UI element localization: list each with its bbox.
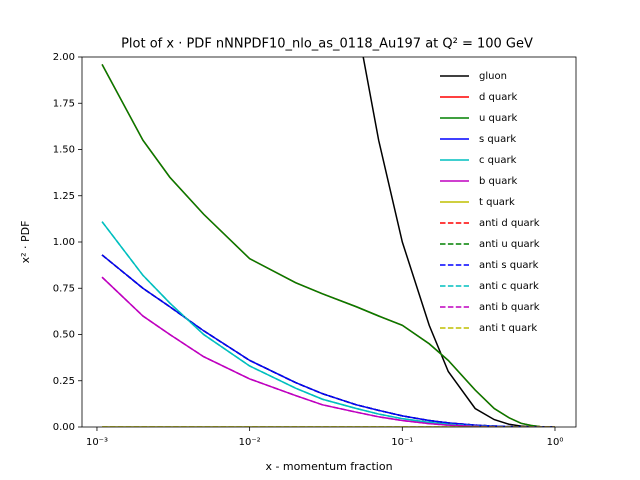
series-line [101, 276, 555, 427]
series-line [101, 221, 555, 427]
x-tick-label: 10⁻² [239, 437, 261, 448]
legend-label: anti c quark [479, 281, 539, 292]
legend-label: anti t quark [479, 323, 537, 334]
legend-label: anti s quark [479, 260, 539, 271]
legend-label: c quark [479, 155, 517, 166]
y-tick-label: 1.25 [53, 191, 75, 202]
legend-label: anti d quark [479, 218, 540, 229]
legend-label: anti b quark [479, 302, 540, 313]
x-tick-label: 10⁰ [547, 437, 564, 448]
x-tick-label: 10⁻³ [86, 437, 108, 448]
y-tick-label: 1.75 [53, 98, 75, 109]
y-tick-label: 1.50 [53, 145, 75, 156]
series-line [101, 64, 555, 427]
legend-label: u quark [479, 113, 517, 124]
y-tick-label: 1.00 [53, 237, 75, 248]
legend-label: gluon [479, 71, 507, 82]
plot-area [101, 57, 555, 427]
chart-title: Plot of x · PDF nNNPDF10_nlo_as_0118_Au1… [121, 37, 533, 52]
y-axis-label: x² · PDF [19, 221, 32, 264]
legend-label: d quark [479, 92, 517, 103]
legend-label: t quark [479, 197, 515, 208]
legend-label: b quark [479, 176, 517, 187]
legend-label: s quark [479, 134, 516, 145]
x-tick-label: 10⁻¹ [391, 437, 413, 448]
y-tick-label: 0.25 [53, 376, 75, 387]
legend-label: anti u quark [479, 239, 540, 250]
y-tick-label: 0.50 [53, 330, 75, 341]
y-tick-label: 2.00 [53, 52, 75, 63]
y-tick-label: 0.00 [53, 422, 75, 433]
series-line [101, 254, 555, 427]
y-tick-label: 0.75 [53, 283, 75, 294]
x-axis-label: x - momentum fraction [265, 460, 392, 473]
